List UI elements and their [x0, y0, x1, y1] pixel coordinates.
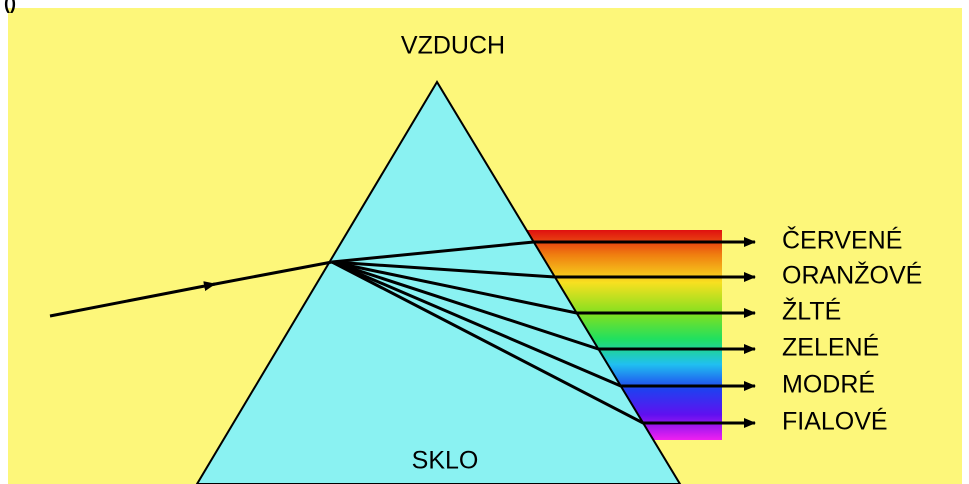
color-label: FIALOVÉ [782, 407, 888, 436]
color-label: ŽLTÉ [782, 297, 841, 326]
top-label: VZDUCH [401, 32, 505, 60]
color-label: MODRÉ [782, 370, 875, 399]
color-label: ORANŽOVÉ [782, 261, 922, 290]
diagram: () VZDUCH SKLO ČERVENÉ ORANŽOVÉ ŽLTÉ ZELENÉ… [0, 0, 969, 484]
bottom-label: SKLO [412, 447, 479, 475]
color-label: ZELENÉ [782, 333, 879, 362]
corner-mark: () [4, 0, 16, 13]
color-label: ČERVENÉ [782, 226, 902, 255]
